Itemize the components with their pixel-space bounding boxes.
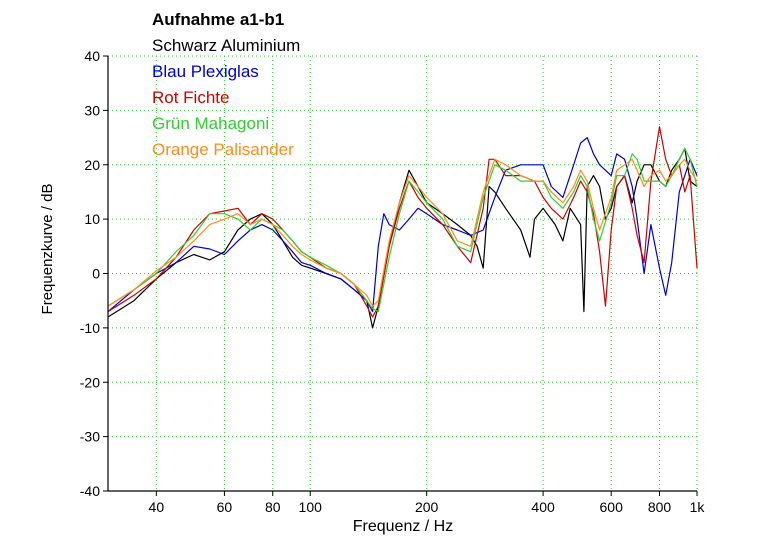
y-tick-label: -30 bbox=[80, 429, 100, 445]
series-layer bbox=[107, 126, 698, 329]
legend-entry-orange-palisander: Orange Palisander bbox=[152, 140, 294, 159]
x-tick-label: 200 bbox=[415, 499, 439, 515]
axes-layer bbox=[103, 55, 698, 496]
series-line-orange-palisander bbox=[107, 158, 698, 307]
x-tick-label: 1k bbox=[690, 499, 706, 515]
legend-entry-gr-n-mahagoni: Grün Mahagoni bbox=[152, 114, 270, 133]
series-line-rot-fichte bbox=[107, 126, 698, 318]
x-tick-label: 80 bbox=[265, 499, 281, 515]
chart-title: Aufnahme a1-b1 bbox=[152, 10, 285, 29]
y-tick-label: -10 bbox=[80, 320, 100, 336]
x-tick-label: 400 bbox=[531, 499, 555, 515]
y-tick-label: 40 bbox=[84, 48, 100, 64]
tick-label-layer: -40 -30 -20 -10 0 10 20 30 40 40 60 80 100 200 400 600 8… bbox=[80, 48, 706, 515]
y-tick-label: -40 bbox=[80, 483, 100, 499]
y-axis-label: Frequenzkurve / dB bbox=[39, 184, 56, 315]
y-tick-label: 10 bbox=[84, 211, 100, 227]
series-line-blau-plexiglas bbox=[107, 137, 698, 313]
y-tick-label: -20 bbox=[80, 374, 100, 390]
x-tick-label: 100 bbox=[299, 499, 323, 515]
x-tick-label: 60 bbox=[217, 499, 233, 515]
x-tick-label: 600 bbox=[600, 499, 624, 515]
x-axis-label: Frequenz / Hz bbox=[353, 518, 453, 535]
y-tick-label: 30 bbox=[84, 102, 100, 118]
legend-entry-schwarz-aluminium: Schwarz Aluminium bbox=[152, 36, 301, 55]
y-tick-label: 0 bbox=[92, 266, 100, 282]
legend-entry-rot-fichte: Rot Fichte bbox=[152, 88, 230, 107]
legend-entry-blau-plexiglas: Blau Plexiglas bbox=[152, 62, 259, 81]
x-tick-label: 800 bbox=[648, 499, 672, 515]
x-tick-label: 40 bbox=[149, 499, 165, 515]
y-tick-label: 20 bbox=[84, 157, 100, 173]
